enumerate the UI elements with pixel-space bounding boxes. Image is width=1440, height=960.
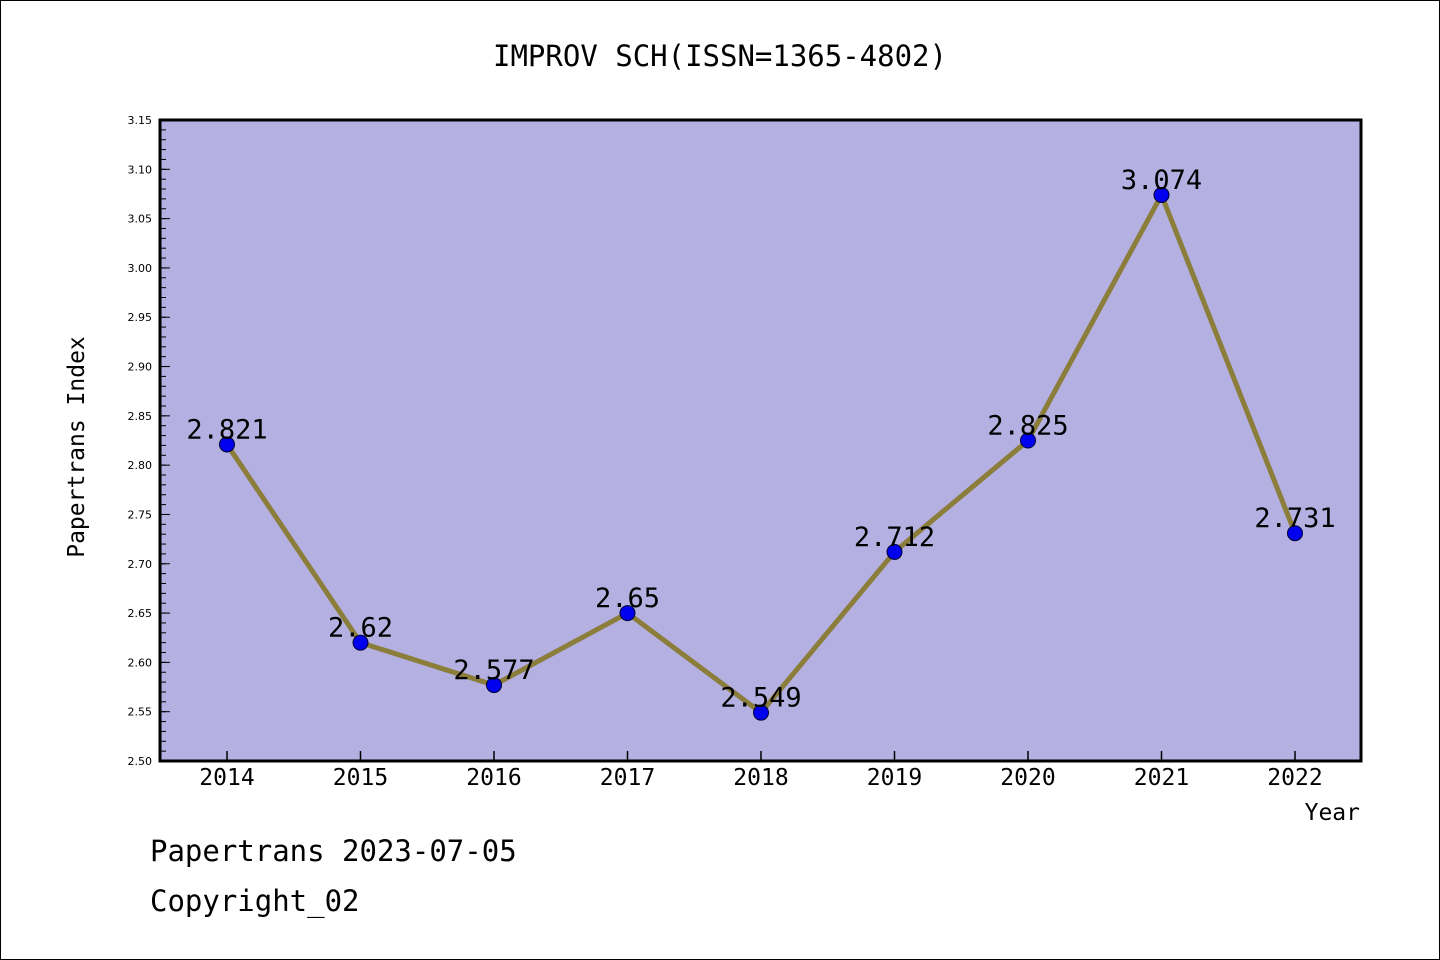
plot-area (158, 118, 1363, 763)
data-label: 2.821 (186, 414, 267, 445)
chart-title: IMPROV SCH(ISSN=1365-4802) (493, 39, 947, 73)
footer-copyright: Copyright_02 (150, 884, 360, 918)
x-axis-title: Year (1305, 800, 1360, 826)
y-tick-label: 2.85 (128, 410, 153, 423)
y-axis-title: Papertrans Index (64, 336, 90, 558)
y-tick-label: 2.95 (128, 311, 153, 324)
data-point (753, 704, 769, 721)
data-point (486, 677, 502, 694)
data-markers (219, 186, 1303, 721)
data-label: 3.074 (1121, 165, 1202, 196)
data-label: 2.731 (1254, 503, 1335, 534)
x-tick-label: 2014 (199, 765, 254, 791)
x-tick-label: 2017 (600, 765, 655, 791)
data-label: 2.825 (987, 411, 1068, 442)
y-tick-label: 2.55 (128, 706, 153, 719)
y-tick-label: 2.80 (128, 459, 153, 472)
y-axis: 2.50 2.55 2.60 2.65 2.70 2.75 2.80 2.85 2.90 2.95… (128, 114, 170, 768)
data-label: 2.577 (453, 655, 534, 686)
data-labels: 2.821 2.62 2.577 2.65 2.549 2.712 2.825 3.074 2.… (186, 165, 1335, 714)
data-point (619, 605, 636, 622)
y-tick-label: 3.10 (128, 163, 153, 176)
data-point (1153, 186, 1170, 203)
y-tick-label: 2.70 (128, 558, 153, 571)
x-tick-label: 2021 (1134, 765, 1189, 791)
x-tick-label: 2019 (867, 765, 922, 791)
x-tick-label: 2022 (1267, 765, 1322, 791)
y-tick-label: 3.00 (128, 262, 153, 275)
y-tick-label: 3.15 (128, 114, 153, 127)
data-label: 2.549 (720, 683, 801, 714)
footer-date: Papertrans 2023-07-05 (150, 834, 517, 868)
x-tick-label: 2018 (733, 765, 788, 791)
x-axis: 2014 2015 2016 2017 2018 2019 2020 2021 2022 (199, 751, 1323, 791)
data-point (352, 634, 369, 651)
data-label: 2.62 (328, 613, 393, 644)
data-label: 2.65 (595, 583, 660, 614)
data-label: 2.712 (854, 522, 935, 553)
y-tick-label: 3.05 (128, 213, 153, 226)
data-point (1287, 525, 1303, 542)
y-tick-label: 2.90 (128, 361, 153, 374)
y-tick-label: 2.65 (128, 607, 153, 620)
y-tick-label: 2.60 (128, 656, 153, 669)
y-tick-label: 2.75 (128, 508, 153, 521)
y-tick-label: 2.50 (128, 755, 153, 768)
x-tick-label: 2015 (333, 765, 388, 791)
data-point (219, 436, 235, 453)
data-point (886, 543, 903, 560)
x-tick-label: 2020 (1000, 765, 1055, 791)
x-tick-label: 2016 (466, 765, 521, 791)
data-point (1020, 432, 1036, 449)
